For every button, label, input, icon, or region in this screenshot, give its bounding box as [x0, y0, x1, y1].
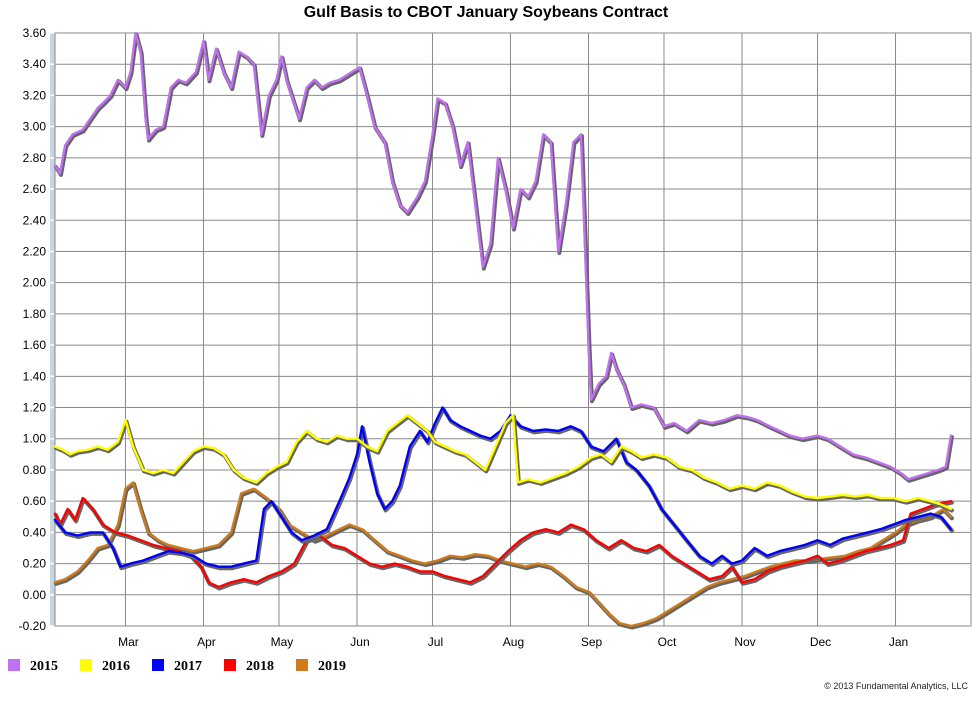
y-tick-label: 3.00	[23, 120, 47, 134]
x-tick-label: Nov	[734, 635, 755, 649]
legend-swatch-2015[interactable]	[8, 659, 20, 671]
x-tick-label: Jul	[428, 635, 443, 649]
plot-frame	[54, 32, 972, 627]
y-tick-label: 0.20	[23, 557, 47, 571]
y-tick-label: 0.60	[23, 494, 47, 508]
x-tick-label: Oct	[658, 635, 677, 649]
legend-label-2016[interactable]: 2016	[102, 659, 130, 674]
y-tick-label: 2.60	[23, 182, 47, 196]
x-tick-label: Aug	[503, 635, 524, 649]
y-tick-label: 2.00	[23, 276, 47, 290]
y-tick-label: 0.40	[23, 525, 47, 539]
y-tick-label: 1.80	[23, 307, 47, 321]
series-line-2019	[53, 481, 953, 628]
y-tick-label: 1.20	[23, 401, 47, 415]
legend-label-2017[interactable]: 2017	[174, 659, 202, 674]
legend-label-2019[interactable]: 2019	[318, 659, 346, 674]
series-line-2017	[53, 406, 953, 568]
y-tick-label: 1.40	[23, 369, 47, 383]
copyright-notice: © 2013 Fundamental Analytics, LLC	[824, 681, 968, 691]
legend-swatch-2018[interactable]	[224, 659, 236, 671]
y-tick-label: 3.40	[23, 57, 47, 71]
y-tick-label: 3.20	[23, 88, 47, 102]
legend-label-2015[interactable]: 2015	[30, 659, 58, 674]
chart-title: Gulf Basis to CBOT January Soybeans Cont…	[303, 4, 669, 21]
x-tick-label: Jan	[889, 635, 908, 649]
legend-swatch-2017[interactable]	[152, 659, 164, 671]
x-tick-label: Mar	[118, 635, 139, 649]
y-tick-label: 2.40	[23, 213, 47, 227]
x-tick-label: Apr	[197, 635, 216, 649]
series-line-2015	[53, 31, 953, 481]
x-tick-label: Sep	[581, 635, 603, 649]
y-tick-label: 0.00	[23, 588, 47, 602]
legend-swatch-2019[interactable]	[296, 659, 308, 671]
y-tick-label: 0.80	[23, 463, 47, 477]
y-tick-label: 1.60	[23, 338, 47, 352]
y-tick-label: -0.20	[19, 619, 47, 633]
legend-swatch-2016[interactable]	[80, 659, 92, 671]
y-tick-label: 1.00	[23, 432, 47, 446]
x-tick-label: Dec	[810, 635, 831, 649]
y-tick-label: 3.60	[23, 26, 47, 40]
legend-label-2018[interactable]: 2018	[246, 659, 274, 674]
x-tick-label: May	[271, 635, 294, 649]
y-axis-band	[50, 33, 55, 626]
series-line-2016	[53, 414, 953, 511]
y-tick-label: 2.20	[23, 244, 47, 258]
plot-area	[55, 33, 971, 626]
y-tick-label: 2.80	[23, 151, 47, 165]
x-tick-label: Jun	[350, 635, 369, 649]
